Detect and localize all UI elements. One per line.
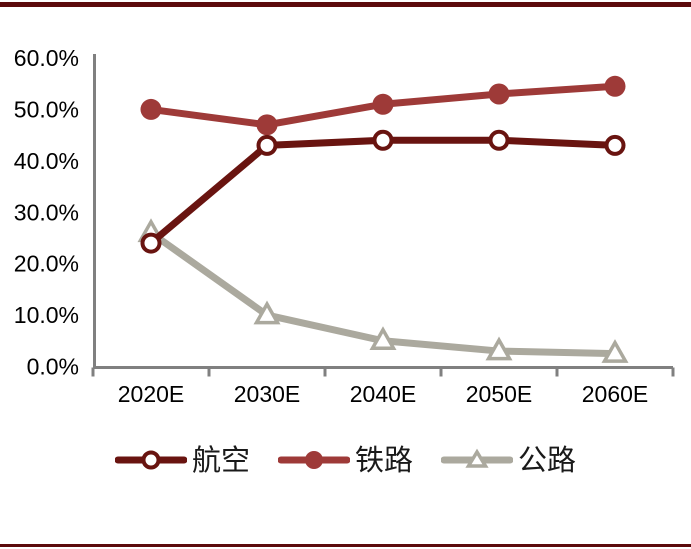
aviation-marker: [372, 129, 394, 151]
x-tick-label: 2050E: [466, 381, 533, 407]
aviation-marker: [141, 450, 161, 470]
legend-item-railway: 铁路: [277, 443, 413, 477]
legend: 航空 铁路 公路: [0, 443, 691, 477]
legend-item-highway: 公路: [441, 443, 576, 477]
top-border-rule: [0, 2, 691, 7]
aviation-series-line: [147, 136, 619, 247]
railway-marker: [372, 93, 394, 115]
highway-open-triangle-swatch: [441, 448, 513, 468]
aviation-marker: [604, 134, 626, 156]
y-tick-label: 0.0%: [27, 354, 79, 380]
y-tick-label: 40.0%: [14, 148, 79, 174]
bottom-border-rule: [0, 544, 691, 547]
railway-marker: [604, 75, 626, 97]
x-tick-label: 2060E: [582, 381, 649, 407]
legend-label-aviation: 航空: [191, 443, 250, 477]
highway-marker: [369, 326, 397, 351]
railway-marker: [488, 83, 510, 105]
aviation-marker: [488, 129, 510, 151]
x-tick-label: 2020E: [118, 381, 185, 407]
x-tick-label: 2040E: [350, 381, 417, 407]
highway-marker: [465, 448, 489, 468]
aviation-marker: [140, 232, 162, 254]
y-tick-label: 20.0%: [14, 251, 79, 277]
highway-marker: [253, 300, 281, 325]
y-tick-label: 60.0%: [14, 45, 79, 71]
legend-item-aviation: 航空: [114, 443, 250, 477]
aviation-marker: [256, 134, 278, 156]
highway-marker: [485, 336, 513, 361]
aviation-open-circle-swatch: [114, 450, 187, 470]
railway-filled-circle-swatch: [277, 451, 350, 469]
railway-marker: [256, 114, 278, 136]
x-tick-label: 2030E: [234, 381, 301, 407]
legend-label-highway: 公路: [518, 443, 577, 477]
legend-label-railway: 铁路: [354, 443, 413, 477]
y-tick-label: 50.0%: [14, 96, 79, 122]
y-tick-label: 30.0%: [14, 199, 79, 225]
railway-marker: [304, 451, 323, 469]
highway-marker: [601, 339, 629, 363]
railway-marker: [140, 98, 162, 120]
y-tick-label: 10.0%: [14, 302, 79, 328]
